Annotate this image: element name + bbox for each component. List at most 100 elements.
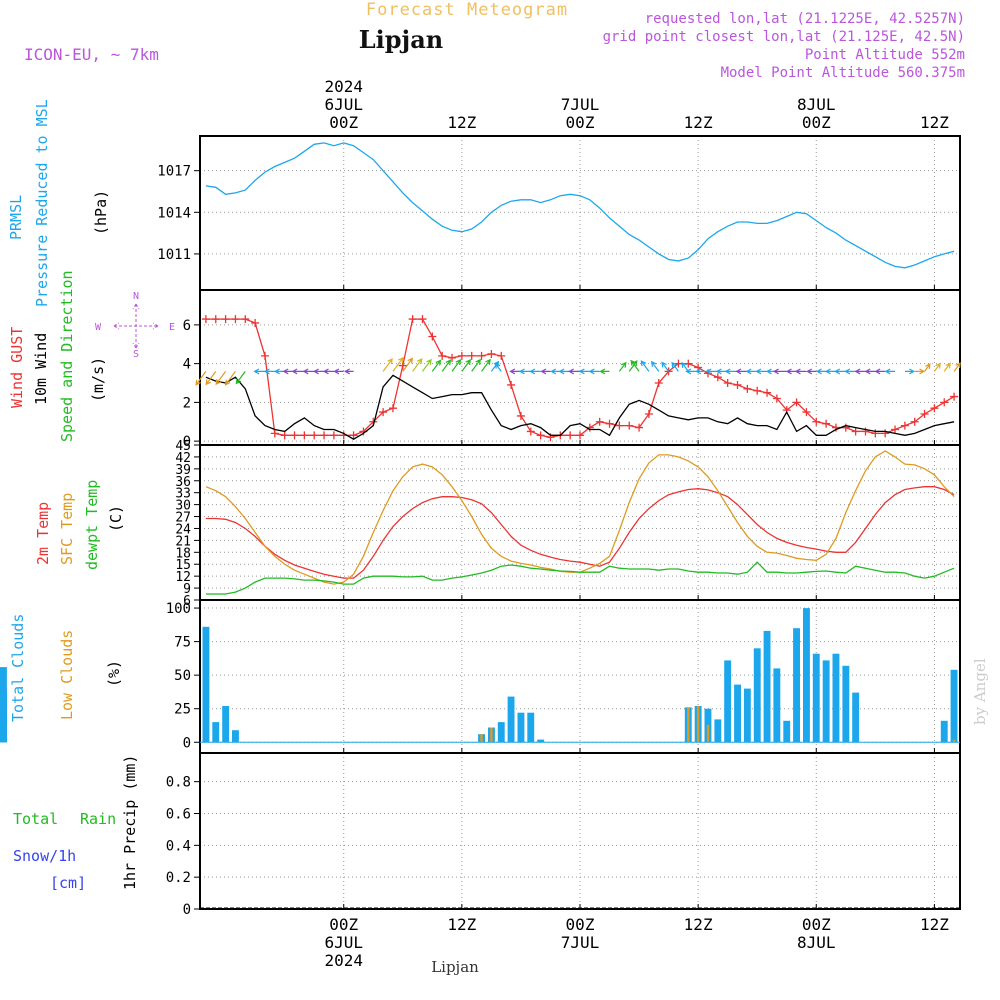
wind-direction-arrow <box>661 361 670 372</box>
gust-marker <box>201 315 210 324</box>
wind-direction-arrow <box>461 358 471 372</box>
wind-direction-arrow <box>540 368 551 375</box>
total-cloud-bar <box>0 702 7 743</box>
total-clouds-label: Total Clouds <box>9 614 27 722</box>
wind-direction-arrow <box>630 359 640 372</box>
bottom-time-label: 6JUL <box>324 933 363 952</box>
total-cloud-bar <box>783 720 791 743</box>
total-cloud-bar <box>803 608 810 743</box>
y-tick-label: 6 <box>183 594 191 609</box>
info-line-2: Point Altitude 552m <box>805 47 965 63</box>
wind-direction-arrow <box>431 359 442 372</box>
gust-marker <box>438 351 447 360</box>
wind-direction-arrow <box>618 361 627 372</box>
y-tick-label: 100 <box>166 601 191 617</box>
compass-w: W <box>95 322 102 333</box>
total-cloud-bar <box>822 660 830 743</box>
gust-marker <box>526 427 535 436</box>
wind-direction-arrow <box>568 368 580 375</box>
wind-direction-arrow <box>263 368 275 375</box>
panel-wind: 0 2 4 6 <box>183 289 961 450</box>
total-cloud-bar <box>232 730 239 743</box>
y-tick-label: 15 <box>175 558 191 573</box>
gust-marker <box>763 388 772 397</box>
gust-marker <box>861 427 870 436</box>
snow-unit-label: [cm] <box>50 874 86 892</box>
gust-marker <box>713 373 722 382</box>
wind-direction-arrow <box>953 362 961 372</box>
gust-marker <box>487 349 496 358</box>
panel-clouds: 0 25 50 75 100 <box>0 599 961 754</box>
total-rain-label-rain: Rain <box>80 810 116 828</box>
gust-marker <box>940 398 949 407</box>
total-rain-label-total: Total <box>13 810 58 828</box>
wind-direction-arrow <box>382 358 393 372</box>
info-line-0: requested lon,lat (21.1225E, 42.5257N) <box>645 11 965 27</box>
y-tick-label: 1014 <box>157 205 191 221</box>
gust-marker <box>871 429 880 438</box>
wind-direction-arrow <box>924 363 931 372</box>
temp-sfc-label: SFC Temp <box>58 493 76 565</box>
gust-marker <box>516 411 525 420</box>
top-time-label: 12Z <box>447 113 476 132</box>
wind-direction-arrow <box>529 368 541 375</box>
gust-marker <box>300 431 309 440</box>
top-time-label: 00Z <box>329 113 358 132</box>
wind-unit-label: (m/s) <box>89 357 107 402</box>
gust-marker <box>251 318 260 327</box>
compass-icon: N S W E <box>95 291 175 360</box>
wind-direction-arrow <box>471 358 481 372</box>
y-tick-label: 4 <box>183 357 191 373</box>
gust-marker <box>349 431 358 440</box>
total-cloud-bar <box>507 696 515 743</box>
panel-pressure: 1011 1014 1017 <box>157 135 961 291</box>
gust-marker <box>408 315 417 324</box>
total-cloud-bar <box>793 628 800 743</box>
y-tick-label: 0 <box>183 434 191 450</box>
y-tick-label: 0.6 <box>166 806 191 822</box>
precip-unit-label: 1hr Precip (mm) <box>121 755 139 890</box>
bottom-time-label: 12Z <box>447 915 476 934</box>
chart-title: Forecast Meteogram <box>366 0 568 20</box>
total-cloud-bar <box>497 722 505 743</box>
y-tick-label: 0 <box>183 902 191 918</box>
snow-label: Snow/1h <box>13 847 76 865</box>
wind-direction-arrow <box>806 368 817 375</box>
gust-marker <box>576 431 584 440</box>
wind-direction-arrow <box>518 368 531 375</box>
gust-marker <box>644 410 653 418</box>
series-2m-temp <box>205 486 955 579</box>
wind-direction-arrow <box>681 361 689 372</box>
y-tick-label: 45 <box>175 439 191 454</box>
wind-direction-arrow <box>599 368 610 375</box>
gust-marker <box>211 315 220 324</box>
wind-direction-arrow <box>914 368 926 375</box>
total-cloud-bar <box>950 669 958 743</box>
y-tick-label: 75 <box>174 635 191 651</box>
low-cloud-bar <box>687 707 690 743</box>
gust-marker <box>477 351 486 360</box>
gust-marker <box>812 417 821 426</box>
gust-marker <box>507 380 516 389</box>
wind-direction-arrow <box>864 368 876 375</box>
temp-dewpt-label: dewpt Temp <box>83 480 101 570</box>
top-time-label: 12Z <box>920 113 949 132</box>
wind-direction-arrow <box>344 368 354 375</box>
gust-marker <box>753 386 762 395</box>
pressure-unit-label: (hPa) <box>92 190 110 235</box>
wind-direction-arrow <box>578 368 590 375</box>
pressure-msl-label: Pressure Reduced to MSL <box>33 99 51 307</box>
total-cloud-bar <box>773 668 781 743</box>
bottom-time-label: 00Z <box>802 915 831 934</box>
compass-e: E <box>169 322 175 333</box>
wind-direction-arrow <box>755 368 767 375</box>
temp-unit-label: (C) <box>107 505 125 532</box>
gust-marker <box>388 404 397 413</box>
gust-marker <box>851 427 860 436</box>
model-label: ICON-EU, ~ 7km <box>24 45 159 64</box>
y-tick-label: 0.8 <box>166 775 191 791</box>
gust-marker <box>231 315 240 324</box>
gust-marker <box>891 425 900 434</box>
gust-marker <box>684 359 693 368</box>
